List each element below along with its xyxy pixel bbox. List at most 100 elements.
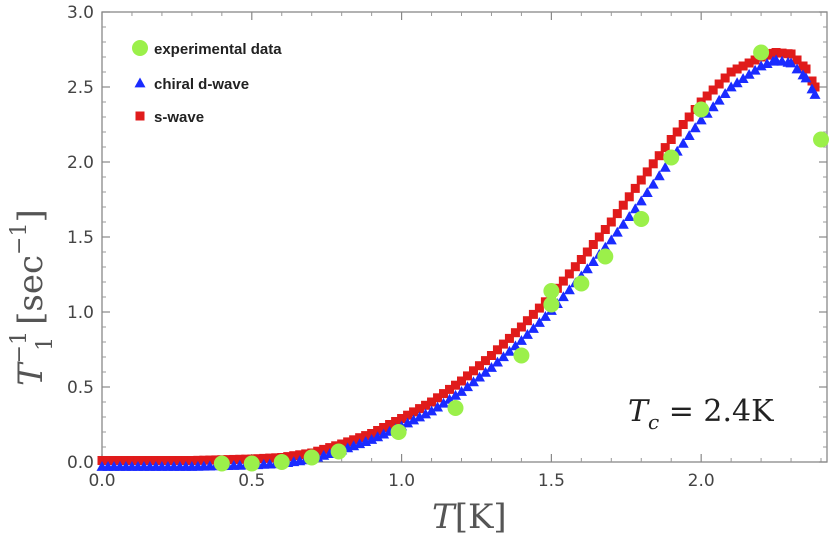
y-tick-label: 1.0 [67,303,94,323]
s-wave-point [504,333,514,343]
s-wave-point [612,209,622,219]
s-wave-point [127,456,137,465]
s-wave-point [397,414,407,423]
s-wave-point [169,456,179,465]
s-wave-point [115,456,125,465]
chiral-d-wave-point [539,311,551,321]
chiral-d-wave-point [587,256,599,266]
s-wave-point [714,79,724,89]
s-wave-point [576,255,586,264]
chiral-d-wave-point [731,77,743,88]
experimental-data-point [243,455,260,472]
experimental-data-point [543,296,560,313]
chiral-d-wave-point [485,362,497,372]
s-wave-point [534,303,544,313]
s-wave-point [439,389,449,399]
chiral-d-wave-point [467,376,479,387]
s-wave-point [187,456,197,465]
s-wave-point [403,410,413,420]
y-axis-unit-close: ] [11,209,51,222]
chiral-d-wave-point [677,137,689,148]
chiral-d-wave-point [378,428,390,439]
s-wave-point [750,55,760,65]
s-wave-point [801,64,811,74]
legend-marker-circle [132,40,148,56]
s-wave-point [313,446,323,456]
chiral-d-wave-point [713,94,725,105]
s-wave-point [445,384,455,394]
s-wave-point [582,247,592,257]
s-wave-point [771,48,781,57]
experimental-data-point [543,283,560,299]
s-wave-point [391,417,401,426]
s-wave-point [558,276,568,286]
x-axis-unit: [K] [455,497,507,537]
s-wave-point [492,345,502,355]
chiral-d-wave-point [420,408,432,419]
s-wave-point [792,55,802,65]
y-tick-label: 1.5 [67,228,94,248]
chiral-d-wave-point [408,414,420,425]
chiral-d-wave-point [509,340,521,351]
chiral-d-wave-point [800,72,812,83]
y-axis-unit-superscript: −1 [7,223,32,255]
legend-label-chiral-d-wave: chiral d-wave [154,76,249,93]
y-axis-unit-open: [sec [11,255,51,325]
x-tick-label: 1.0 [388,471,415,491]
tc-symbol: T [628,394,650,429]
s-wave-point [732,64,742,74]
s-wave-point [343,437,353,447]
y-axis-subscript: 1 [33,337,58,351]
tc-subscript: c [648,410,659,434]
chiral-d-wave-point [491,356,503,367]
s-wave-point [498,339,508,349]
chiral-d-wave-point [527,323,539,333]
s-wave-point [516,322,526,332]
s-wave-point [522,316,532,326]
s-wave-point [738,61,748,71]
series-chiral-d-wave [96,54,821,471]
x-tick-label: 2.0 [688,471,715,491]
experimental-data-point [303,449,320,466]
y-tick-label: 2.5 [67,78,94,98]
chiral-d-wave-point [414,411,426,422]
s-wave-point [103,456,113,465]
s-wave-point [133,456,143,465]
tc-value: = 2.4K [659,394,774,429]
s-wave-point [337,439,347,449]
chiral-d-wave-point [515,335,527,345]
s-wave-point [283,452,293,462]
s-wave-point [145,456,155,465]
s-wave-point [139,456,149,465]
s-wave-point [636,175,646,185]
chiral-d-wave-point [635,195,647,206]
experimental-data-point [573,275,590,292]
s-wave-point [468,366,478,376]
x-axis-symbol: T [432,497,457,537]
s-wave-point [409,407,419,417]
s-wave-point [199,455,209,465]
experimental-data-point [663,149,680,166]
chiral-d-wave-point [743,68,755,79]
s-wave-point [421,400,431,410]
legend-label-experimental-data: experimental data [154,41,282,58]
s-wave-point [265,453,275,463]
chiral-d-wave-point [695,114,707,125]
y-axis-symbol: T [11,361,51,386]
s-wave-point [810,82,820,92]
chiral-d-wave-point [479,366,491,377]
chiral-d-wave-point [438,397,450,408]
s-wave-point [427,397,437,407]
s-wave-point [235,454,245,464]
tc-annotation: Tc = 2.4K [628,394,774,434]
s-wave-point [600,225,610,234]
s-wave-point [618,200,628,210]
chiral-d-wave-point [791,63,803,74]
s-wave-point [229,454,239,464]
s-wave-point [355,433,365,443]
chiral-d-wave-point [719,88,731,98]
chiral-d-wave-point [689,122,701,133]
s-wave-point [648,159,658,169]
s-wave-point [181,456,191,465]
